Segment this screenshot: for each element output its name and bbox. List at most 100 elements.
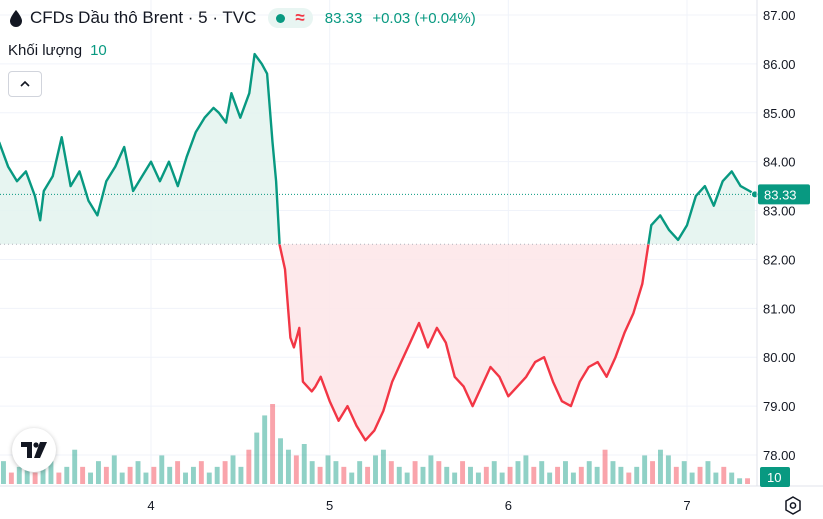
volume-bar bbox=[119, 472, 125, 484]
volume-bar bbox=[238, 466, 244, 484]
price-axis: 87.00 86.00 85.00 84.00 83.00 82.00 81.00 80.00… bbox=[0, 0, 823, 487]
volume-bar bbox=[246, 449, 252, 484]
volume-legend[interactable]: Khối lượng 10 bbox=[8, 42, 107, 59]
volume-bar bbox=[404, 472, 410, 484]
volume-bar bbox=[293, 455, 299, 484]
symbol-title[interactable]: CFDs Dầu thô Brent · 5 · TVC bbox=[30, 8, 257, 27]
area-below-baseline bbox=[279, 244, 649, 441]
volume-bar bbox=[594, 466, 600, 484]
y-tick-label: 84.00 bbox=[763, 155, 796, 170]
volume-histogram bbox=[1, 404, 750, 484]
volume-bar bbox=[531, 466, 537, 484]
volume-bar bbox=[491, 461, 497, 484]
volume-bar bbox=[650, 461, 656, 484]
y-tick-label: 82.00 bbox=[763, 252, 796, 267]
volume-bar bbox=[127, 466, 133, 484]
volume-bar bbox=[262, 415, 268, 484]
last-price-badge bbox=[758, 184, 810, 205]
volume-bar bbox=[111, 455, 117, 484]
volume-bar bbox=[16, 466, 22, 484]
x-tick-label: 5 bbox=[326, 498, 333, 513]
volume-bar bbox=[143, 472, 149, 484]
price-line-down bbox=[278, 243, 650, 442]
last-price-badge-text: 83.33 bbox=[764, 187, 797, 202]
volume-bar bbox=[388, 461, 394, 484]
volume-bar bbox=[270, 404, 276, 484]
volume-bar bbox=[103, 466, 109, 484]
volume-bar bbox=[436, 461, 442, 484]
last-price: 83.33 bbox=[324, 9, 363, 27]
volume-bar bbox=[357, 461, 363, 484]
volume-bar bbox=[420, 466, 426, 484]
volume-bar bbox=[555, 466, 561, 484]
volume-bar bbox=[673, 466, 679, 484]
volume-bar bbox=[285, 449, 291, 484]
volume-bar bbox=[183, 472, 188, 484]
volume-bar bbox=[705, 461, 711, 484]
volume-bar bbox=[380, 449, 386, 484]
chevron-up-icon bbox=[20, 80, 30, 87]
market-open-dot bbox=[276, 13, 286, 23]
y-tick-label: 80.00 bbox=[763, 350, 796, 365]
volume-bar bbox=[56, 472, 62, 484]
volume-bar bbox=[665, 455, 671, 484]
volume-bar bbox=[135, 461, 141, 484]
volume-label: Khối lượng bbox=[8, 42, 83, 59]
volume-bar bbox=[578, 466, 584, 484]
volume-bar bbox=[88, 472, 93, 484]
baseline-areas bbox=[0, 54, 755, 441]
volume-bar bbox=[412, 461, 418, 484]
price-line-up bbox=[647, 170, 756, 245]
volume-bar bbox=[737, 478, 743, 484]
volume-bar bbox=[618, 466, 624, 484]
price-lines bbox=[0, 52, 759, 442]
volume-bar bbox=[697, 466, 703, 484]
volume-bar bbox=[222, 461, 228, 484]
volume-bar bbox=[341, 466, 347, 484]
volume-bar bbox=[301, 444, 307, 484]
volume-bar bbox=[64, 466, 70, 484]
volume-bar bbox=[507, 466, 513, 484]
tradingview-logo[interactable] bbox=[12, 428, 56, 472]
volume-bar bbox=[72, 449, 78, 484]
volume-bar bbox=[8, 472, 14, 484]
area-above-baseline bbox=[648, 171, 755, 245]
volume-bar bbox=[206, 472, 212, 484]
volume-bar bbox=[254, 432, 260, 484]
gear-icon[interactable] bbox=[783, 496, 803, 516]
volume-bar bbox=[523, 455, 529, 484]
volume-bar bbox=[563, 461, 568, 484]
volume-bar bbox=[48, 461, 54, 484]
volume-bar bbox=[167, 466, 173, 484]
y-tick-label: 87.00 bbox=[763, 8, 796, 23]
wave-icon: ≈ bbox=[295, 8, 305, 27]
volume-bar bbox=[721, 466, 727, 484]
y-tick-label: 81.00 bbox=[763, 301, 796, 316]
time-axis: 4 5 6 7 bbox=[147, 498, 690, 513]
volume-bar bbox=[658, 449, 663, 484]
y-tick-label: 83.00 bbox=[763, 204, 796, 219]
area-above-baseline bbox=[0, 54, 280, 245]
volume-bar bbox=[278, 438, 283, 484]
price-line-up bbox=[0, 52, 281, 245]
volume-bar bbox=[570, 472, 576, 484]
volume-bar bbox=[190, 466, 196, 484]
volume-bar bbox=[499, 472, 505, 484]
volume-bar bbox=[365, 466, 371, 484]
volume-bar bbox=[689, 472, 695, 484]
volume-bar bbox=[642, 455, 648, 484]
volume-badge-text: 10 bbox=[767, 470, 781, 485]
price-change: +0.03 (+0.04%) bbox=[372, 9, 476, 27]
volume-bar bbox=[729, 472, 735, 484]
market-status-pill[interactable]: ≈ bbox=[268, 8, 313, 28]
volume-bar bbox=[214, 466, 220, 484]
volume-bar bbox=[468, 466, 473, 484]
volume-bar bbox=[32, 472, 38, 484]
x-tick-label: 6 bbox=[505, 498, 512, 513]
volume-bar bbox=[444, 466, 450, 484]
volume-bar bbox=[452, 472, 458, 484]
collapse-legend-button[interactable] bbox=[8, 71, 42, 97]
volume-bar bbox=[610, 461, 616, 484]
volume-bar bbox=[602, 449, 608, 484]
